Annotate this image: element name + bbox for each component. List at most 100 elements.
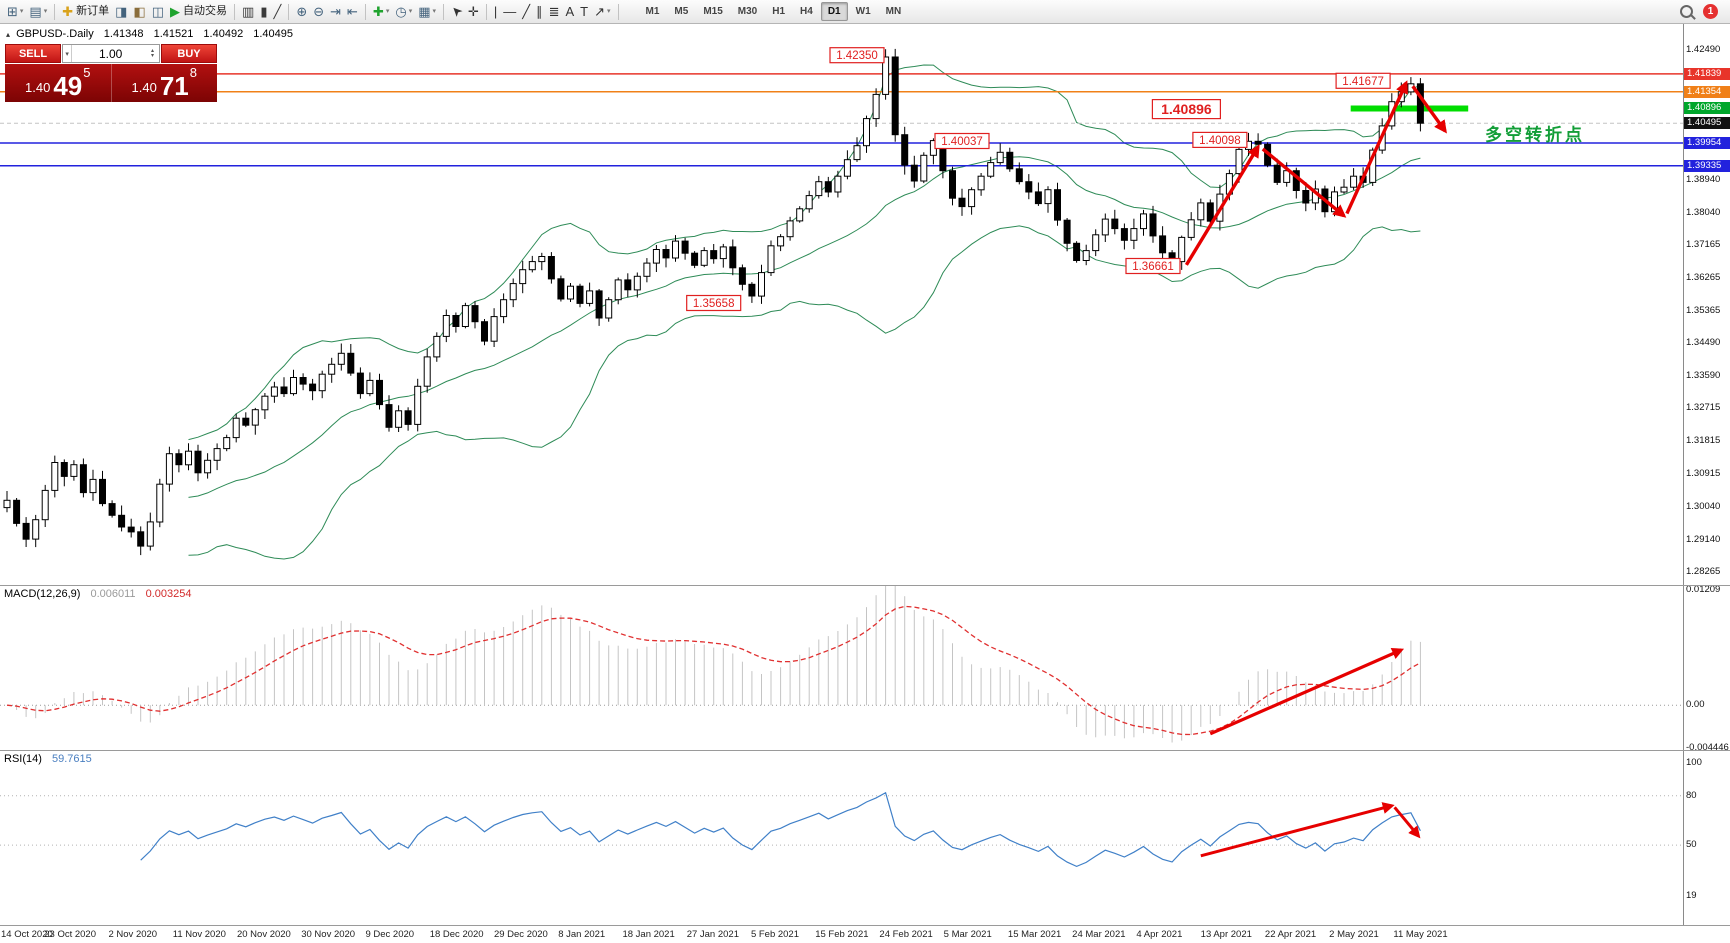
candlestick bbox=[127, 526, 135, 533]
buy-button[interactable]: BUY bbox=[161, 44, 217, 63]
ask-pipette: 8 bbox=[189, 65, 197, 80]
crosshair-icon[interactable]: ✛ bbox=[465, 1, 482, 22]
rsi-axis[interactable]: 100 80 50 19 bbox=[1683, 751, 1730, 925]
data-window-icon[interactable]: ◧ bbox=[130, 1, 148, 22]
volume-input[interactable] bbox=[72, 46, 159, 61]
candlestick bbox=[891, 56, 899, 136]
candlestick bbox=[748, 283, 756, 297]
cursor-icon[interactable]: ➤ bbox=[447, 1, 465, 22]
candlestick bbox=[347, 352, 355, 374]
bollinger-lower-band bbox=[188, 225, 1421, 560]
timeframe-h1[interactable]: H1 bbox=[772, 6, 786, 17]
timeframe-m15[interactable]: M15 bbox=[703, 6, 723, 17]
candlestick bbox=[175, 453, 183, 466]
trend-arrow[interactable] bbox=[1261, 147, 1347, 218]
date-label: 30 Nov 2020 bbox=[301, 929, 356, 940]
profiles-icon[interactable]: ▤ ▾ bbox=[26, 1, 50, 22]
collapse-panel-icon[interactable]: ▴ bbox=[6, 30, 11, 39]
trendline-icon[interactable]: ╱ bbox=[519, 1, 533, 22]
bar-chart-icon[interactable]: ▥ bbox=[239, 1, 257, 22]
pivot-point-annotation[interactable]: 多空转折点 bbox=[1485, 125, 1585, 145]
rsi-trend-arrow[interactable] bbox=[1393, 806, 1421, 839]
vertical-line-icon[interactable]: | bbox=[491, 1, 500, 22]
timeframe-m30[interactable]: M30 bbox=[737, 6, 758, 17]
text-icon[interactable]: A bbox=[562, 1, 577, 22]
chart-symbol-period: GBPUSD-.Daily bbox=[16, 28, 94, 40]
volume-spinner[interactable]: ▴ ▾ bbox=[150, 47, 154, 59]
candlestick bbox=[614, 279, 622, 301]
timeframe-m5[interactable]: M5 bbox=[674, 6, 689, 17]
candlestick bbox=[710, 250, 718, 260]
candlestick-chart-icon[interactable]: ▮ bbox=[257, 1, 270, 22]
candlestick bbox=[51, 462, 59, 491]
price-scale-label: 1.32715 bbox=[1686, 402, 1721, 414]
price-chart-canvas[interactable]: 1.42350 1.41677 1.40896 1.40037 1.40098 1.366… bbox=[0, 24, 1683, 585]
text-label-icon: T bbox=[580, 4, 589, 19]
sell-button[interactable]: SELL bbox=[5, 44, 61, 63]
timeframe-mn[interactable]: MN bbox=[885, 6, 902, 17]
notification-badge[interactable]: 1 bbox=[1703, 4, 1718, 19]
auto-scroll-icon[interactable]: ⇥ bbox=[327, 1, 344, 22]
search-icon[interactable] bbox=[1680, 5, 1693, 18]
zoom-in-icon[interactable]: ⊕ bbox=[293, 1, 310, 22]
trend-arrow[interactable] bbox=[1345, 80, 1408, 215]
candlestick bbox=[185, 450, 192, 466]
data-window-icon: ◧ bbox=[133, 4, 146, 19]
indicators-icon[interactable]: ✚ ▾ bbox=[370, 1, 392, 22]
zoom-out-icon[interactable]: ⊖ bbox=[310, 1, 327, 22]
macd-title: MACD(12,26,9) bbox=[4, 588, 81, 600]
date-axis[interactable]: 14 Oct 2020 23 Oct 2020 2 Nov 2020 11 Nov 2… bbox=[0, 925, 1730, 943]
new-order-icon[interactable]: ✚ 新订单 bbox=[59, 1, 112, 22]
candlestick bbox=[920, 154, 928, 182]
autotrade-icon-label: 自动交易 bbox=[183, 5, 228, 17]
price-annotation-box[interactable] bbox=[934, 132, 990, 150]
ask-price[interactable]: 1.40 71 8 bbox=[112, 64, 218, 102]
date-label: 18 Jan 2021 bbox=[622, 929, 675, 940]
price-annotation-box[interactable] bbox=[1151, 98, 1222, 120]
price-annotation-box[interactable] bbox=[1192, 131, 1248, 149]
price-axis[interactable]: 1.42490 1.38940 1.38040 1.37165 1.36265 1.353… bbox=[1683, 24, 1730, 585]
trend-arrow[interactable] bbox=[1184, 144, 1260, 266]
periods-icon[interactable]: ◷ ▾ bbox=[392, 1, 415, 22]
timeframe-m1[interactable]: M1 bbox=[645, 6, 660, 17]
new-chart-icon[interactable]: ⊞ ▾ bbox=[4, 1, 26, 22]
terminal-icon[interactable]: ◫ bbox=[149, 1, 167, 22]
rsi-subwindow[interactable]: RSI(14) 59.7615 bbox=[0, 751, 1683, 925]
bid-price[interactable]: 1.40 49 5 bbox=[5, 64, 112, 102]
line-chart-icon[interactable]: ╱ bbox=[270, 1, 284, 22]
templates-icon[interactable]: ▦ ▾ bbox=[415, 1, 439, 22]
macd-signal-value: 0.003254 bbox=[145, 588, 192, 600]
price-annotation-box[interactable] bbox=[1125, 257, 1181, 275]
candlestick bbox=[89, 478, 97, 494]
market-watch-icon[interactable]: ◨ bbox=[112, 1, 130, 22]
channel-icon[interactable]: ∥ bbox=[533, 1, 546, 22]
price-annotation-box[interactable] bbox=[686, 294, 742, 312]
timeframe-w1[interactable]: W1 bbox=[855, 6, 871, 17]
autotrade-icon[interactable]: ▶ 自动交易 bbox=[167, 1, 230, 22]
arrows-icon[interactable]: ↗ ▾ bbox=[591, 1, 613, 22]
macd-subwindow[interactable]: MACD(12,26,9) 0.006011 0.003254 bbox=[0, 586, 1683, 750]
market-watch-icon: ◨ bbox=[115, 4, 128, 19]
horizontal-line-icon[interactable]: ― bbox=[500, 1, 519, 22]
trend-arrow[interactable] bbox=[1411, 85, 1447, 134]
candlestick bbox=[719, 246, 727, 260]
rsi-trend-arrow[interactable] bbox=[1200, 802, 1395, 858]
timeframe-d1[interactable]: D1 bbox=[820, 2, 848, 21]
bid-big-digits: 49 bbox=[53, 71, 83, 101]
macd-main-value: 0.006011 bbox=[90, 588, 136, 600]
price-scale-label: 1.28265 bbox=[1686, 565, 1721, 577]
horizontal-line-icon: ― bbox=[503, 4, 517, 19]
price-annotation-box[interactable] bbox=[829, 47, 885, 64]
candlestick bbox=[3, 499, 11, 509]
fibonacci-icon[interactable]: ≣ bbox=[546, 1, 563, 22]
candlestick bbox=[232, 417, 240, 439]
chart-shift-icon[interactable]: ⇤ bbox=[344, 1, 361, 22]
text-label-icon[interactable]: T bbox=[577, 1, 591, 22]
macd-axis[interactable]: 0.01209 0.00 -0.004446 bbox=[1683, 586, 1730, 750]
candlestick bbox=[910, 164, 918, 182]
price-annotation-box[interactable] bbox=[1335, 72, 1391, 89]
candlestick bbox=[672, 240, 679, 259]
volume-dropdown-icon[interactable]: ▾ bbox=[63, 45, 73, 62]
macd-trend-arrow[interactable] bbox=[1209, 648, 1405, 736]
timeframe-h4[interactable]: H4 bbox=[800, 6, 813, 17]
